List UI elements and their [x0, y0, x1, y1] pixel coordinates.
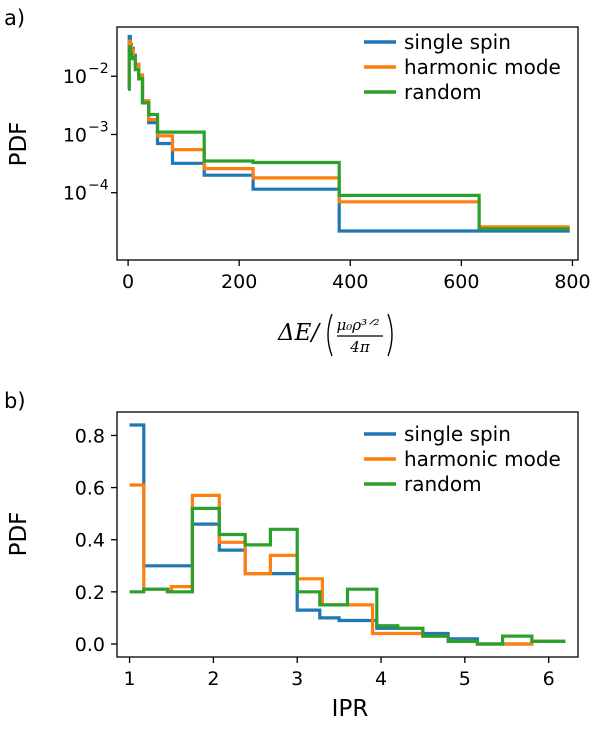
b-x-tick-label: 6: [543, 668, 555, 690]
a-x-tick-label: 400: [332, 271, 368, 293]
a-y-tick-exponent: −3: [88, 119, 109, 135]
a-series-random: [127, 45, 570, 231]
b-legend-label: random: [404, 472, 482, 496]
panel-b-y-ticks: 0.0 0.2 0.4 0.6 0.8: [75, 425, 117, 656]
a-x-tick-label: 200: [221, 271, 257, 293]
panel-a: a) 0 200 400 600 800 10−210−310−4 PDF ΔE/ μ₀…: [4, 6, 591, 357]
x-label-left-paren: [327, 313, 333, 357]
b-y-tick-label: 0.8: [75, 425, 105, 447]
a-x-tick-label: 0: [122, 271, 134, 293]
panel-a-y-ticks: 10−210−310−4: [63, 61, 117, 205]
a-legend-label: harmonic mode: [404, 55, 561, 79]
panel-b-label: b): [4, 389, 26, 413]
a-y-tick-label: 10: [63, 124, 87, 146]
panel-a-y-axis-label: PDF: [6, 122, 32, 167]
b-series-random: [129, 506, 566, 646]
panel-b-x-ticks: 1 2 3 4 5 6: [124, 657, 555, 690]
a-y-tick-exponent: −4: [88, 178, 109, 194]
b-y-tick-label: 0.6: [75, 478, 105, 500]
b-legend-label: harmonic mode: [404, 447, 561, 471]
a-y-tick-label: 10: [63, 66, 87, 88]
panel-a-label: a): [4, 6, 25, 30]
a-y-tick-label: 10: [63, 183, 87, 205]
panel-a-x-ticks: 0 200 400 600 800: [122, 260, 591, 293]
panel-b-y-axis-label: PDF: [6, 512, 32, 557]
panel-a-frame: [116, 26, 579, 261]
a-x-tick-label: 800: [554, 271, 590, 293]
b-y-tick-label: 0.4: [75, 530, 105, 552]
b-x-tick-label: 4: [375, 668, 387, 690]
x-label-right-paren: [387, 313, 393, 357]
panel-b: b) 1 2 3 4 5 6 0.0 0.2 0.4 0.6 0.8 PDF IPR single…: [4, 389, 579, 722]
panel-a-x-axis-label: ΔE/ μ₀ρ³ᐟ² 4π: [277, 313, 393, 357]
panel-b-frame: [116, 411, 579, 658]
a-y-tick-exponent: −2: [88, 61, 109, 77]
panel-a-plot: [127, 34, 570, 233]
b-x-tick-label: 1: [124, 668, 136, 690]
a-legend-label: single spin: [404, 30, 511, 54]
a-legend-label: random: [404, 80, 482, 104]
b-x-tick-label: 5: [459, 668, 471, 690]
b-y-tick-label: 0.0: [75, 634, 105, 656]
x-label-delta-e: ΔE/: [277, 320, 321, 346]
x-label-numerator: μ₀ρ³ᐟ²: [337, 316, 380, 334]
b-legend-label: single spin: [404, 422, 511, 446]
x-label-denominator: 4π: [349, 338, 371, 356]
panel-b-plot: [129, 423, 566, 646]
b-x-tick-label: 2: [207, 668, 219, 690]
b-y-tick-label: 0.2: [75, 582, 105, 604]
a-x-tick-label: 600: [443, 271, 479, 293]
panel-b-x-axis-label: IPR: [332, 696, 369, 722]
b-x-tick-label: 3: [291, 668, 303, 690]
